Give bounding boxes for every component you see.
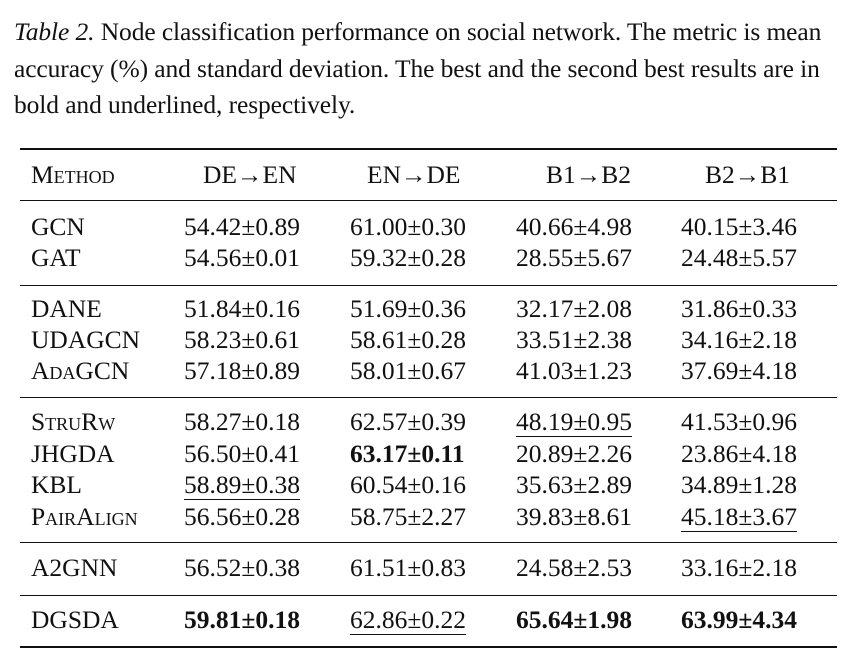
table-cell: 20.89±2.26 bbox=[516, 439, 632, 468]
table-cell: 51.84±0.16 bbox=[184, 294, 300, 323]
method-name: KBL bbox=[31, 470, 82, 499]
table-bottom-rule bbox=[20, 646, 837, 648]
table-cell: 33.51±2.38 bbox=[516, 325, 632, 354]
group-rule bbox=[20, 285, 837, 286]
method-name: GAT bbox=[31, 243, 81, 272]
table-cell: 23.86±4.18 bbox=[681, 439, 797, 468]
header-b1-b2: B1→B2 bbox=[546, 160, 632, 189]
header-en-de: EN→DE bbox=[367, 160, 461, 189]
group-rule bbox=[20, 542, 837, 543]
table-cell: 39.83±8.61 bbox=[516, 502, 632, 531]
table-cell: 33.16±2.18 bbox=[681, 553, 797, 582]
table-top-rule bbox=[20, 148, 837, 150]
table-cell-best: 65.64±1.98 bbox=[516, 605, 632, 634]
table-cell: 58.27±0.18 bbox=[184, 407, 300, 436]
header-de-en: DE→EN bbox=[203, 160, 297, 189]
table-cell-best: 59.81±0.18 bbox=[184, 605, 300, 634]
table-cell: 56.56±0.28 bbox=[184, 502, 300, 531]
table-cell: 24.58±2.53 bbox=[516, 553, 632, 582]
header-method: Method bbox=[31, 160, 115, 189]
table-cell-best: 63.17±0.11 bbox=[350, 439, 465, 468]
table-cell: 40.15±3.46 bbox=[681, 212, 797, 241]
method-name: DANE bbox=[31, 294, 102, 323]
table-cell: 51.69±0.36 bbox=[350, 294, 466, 323]
table-cell: 28.55±5.67 bbox=[516, 243, 632, 272]
method-name: UDAGCN bbox=[31, 325, 141, 354]
caption-text: Node classification performance on socia… bbox=[14, 17, 822, 119]
group-rule bbox=[20, 397, 837, 398]
table-cell: 54.56±0.01 bbox=[184, 243, 300, 272]
table-cell: 58.75±2.27 bbox=[350, 502, 466, 531]
table-cell: 61.00±0.30 bbox=[350, 212, 466, 241]
table-cell: 34.89±1.28 bbox=[681, 470, 797, 499]
table-caption: Table 2. Node classification performance… bbox=[14, 14, 840, 124]
caption-label: Table 2. bbox=[14, 17, 95, 46]
table-cell-second-best: 62.86±0.22 bbox=[350, 605, 466, 634]
table-cell: 60.54±0.16 bbox=[350, 470, 466, 499]
table-cell: 35.63±2.89 bbox=[516, 470, 632, 499]
table-cell: 57.18±0.89 bbox=[184, 356, 300, 385]
table-cell: 58.61±0.28 bbox=[350, 325, 466, 354]
table-cell-second-best: 58.89±0.38 bbox=[184, 470, 300, 499]
method-name: AdaGCN bbox=[31, 356, 130, 385]
table-cell: 40.66±4.98 bbox=[516, 212, 632, 241]
method-name: DGSDA bbox=[31, 605, 119, 634]
table-cell-best: 63.99±4.34 bbox=[681, 605, 797, 634]
table-cell: 37.69±4.18 bbox=[681, 356, 797, 385]
method-name: A2GNN bbox=[31, 553, 118, 582]
table-cell-second-best: 48.19±0.95 bbox=[516, 407, 632, 436]
table-cell: 41.53±0.96 bbox=[681, 407, 797, 436]
method-name: GCN bbox=[31, 212, 85, 241]
table-cell: 31.86±0.33 bbox=[681, 294, 797, 323]
method-name: PairAlign bbox=[31, 502, 138, 531]
table-cell: 56.52±0.38 bbox=[184, 553, 300, 582]
table-cell: 24.48±5.57 bbox=[681, 243, 797, 272]
header-b2-b1: B2→B1 bbox=[705, 160, 791, 189]
table-cell: 61.51±0.83 bbox=[350, 553, 466, 582]
method-name: StruRw bbox=[31, 407, 116, 436]
table-cell: 59.32±0.28 bbox=[350, 243, 466, 272]
table-cell: 41.03±1.23 bbox=[516, 356, 632, 385]
table-cell-second-best: 45.18±3.67 bbox=[681, 502, 797, 531]
table-cell: 62.57±0.39 bbox=[350, 407, 466, 436]
method-name: JHGDA bbox=[31, 439, 115, 468]
table-cell: 32.17±2.08 bbox=[516, 294, 632, 323]
table-cell: 56.50±0.41 bbox=[184, 439, 300, 468]
table-cell: 34.16±2.18 bbox=[681, 325, 797, 354]
header-rule bbox=[20, 200, 837, 201]
table-cell: 58.23±0.61 bbox=[184, 325, 300, 354]
table-cell: 58.01±0.67 bbox=[350, 356, 466, 385]
table-cell: 54.42±0.89 bbox=[184, 212, 300, 241]
group-rule bbox=[20, 595, 837, 596]
